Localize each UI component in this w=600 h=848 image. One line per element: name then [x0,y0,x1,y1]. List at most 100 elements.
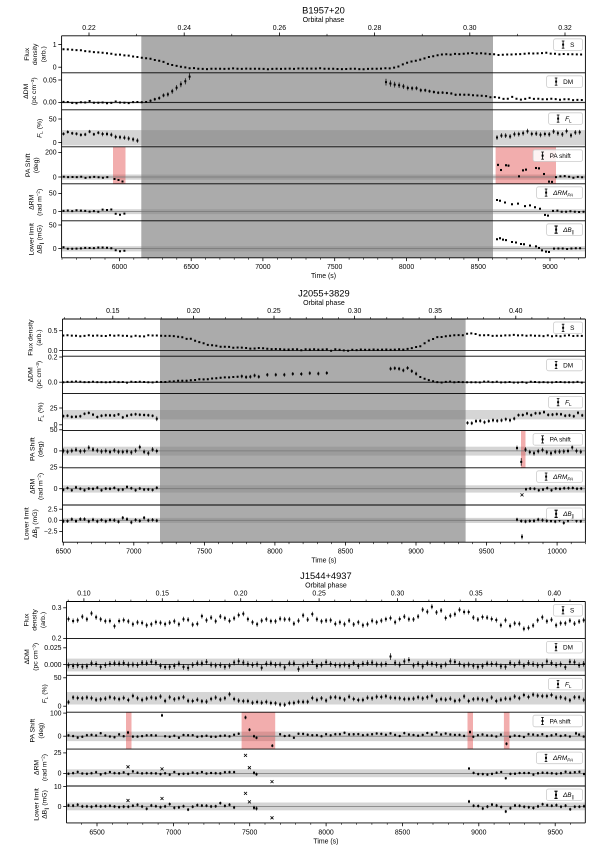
svg-text:ΔRMPA: ΔRMPA [552,474,573,482]
svg-text:0: 0 [53,140,57,147]
svg-text:Time (s): Time (s) [313,838,338,845]
svg-text:8000: 8000 [267,549,282,556]
svg-text:ΔDM: ΔDM [28,367,35,382]
svg-text:density: density [32,609,39,631]
svg-text:200: 200 [45,150,57,157]
svg-text:50: 50 [49,116,57,123]
svg-text:J1544+4937: J1544+4937 [300,571,351,581]
svg-text:0.2: 0.2 [48,354,58,361]
svg-text:0: 0 [53,174,57,181]
svg-text:Lower limit: Lower limit [24,507,31,540]
svg-text:8000: 8000 [318,829,333,836]
svg-text:0.32: 0.32 [558,25,572,32]
svg-text:0.35: 0.35 [428,308,442,315]
svg-text:(arb.): (arb.) [36,329,43,345]
svg-text:50: 50 [54,675,62,682]
svg-text:Flux: Flux [23,613,30,626]
svg-text:FL: FL [565,116,572,124]
svg-text:J2055+3829: J2055+3829 [298,289,349,299]
svg-text:0.0: 0.0 [48,518,58,525]
svg-text:100: 100 [50,710,62,717]
svg-text:Lower limit: Lower limit [33,788,40,821]
svg-text:0.35: 0.35 [469,591,483,598]
svg-text:density: density [32,43,39,65]
svg-text:25: 25 [50,405,58,412]
svg-text:0.5: 0.5 [48,328,58,335]
svg-text:0.3: 0.3 [52,605,62,612]
svg-text:FL (%): FL (%) [37,119,45,138]
svg-text:7500: 7500 [327,264,342,271]
svg-text:(rad m−2): (rad m−2) [36,189,44,216]
svg-text:ΔRM: ΔRM [33,760,40,775]
svg-text:7000: 7000 [255,264,270,271]
svg-text:0.20: 0.20 [234,591,248,598]
svg-text:0.40: 0.40 [509,308,523,315]
svg-text:9500: 9500 [479,549,494,556]
svg-text:PA Shift: PA Shift [25,153,32,177]
svg-text:Flux density: Flux density [28,319,35,356]
svg-text:Time (s): Time (s) [311,558,336,565]
svg-text:0.30: 0.30 [348,308,362,315]
svg-text:Orbital phase: Orbital phase [303,17,345,24]
svg-text:(deg): (deg) [38,723,45,739]
svg-text:0.000: 0.000 [44,662,61,669]
svg-text:9000: 9000 [542,264,557,271]
svg-text:(rad m−2): (rad m−2) [37,473,45,500]
svg-text:DM: DM [563,79,573,86]
svg-text:0: 0 [54,422,58,429]
svg-text:ΔB∥ (mG): ΔB∥ (mG) [42,790,51,819]
svg-text:0: 0 [58,771,62,778]
svg-text:ΔRM: ΔRM [29,479,36,494]
svg-text:ΔB∥: ΔB∥ [562,227,574,236]
svg-text:ΔDM: ΔDM [24,649,31,664]
svg-text:0.26: 0.26 [273,25,287,32]
svg-text:PA shift: PA shift [550,153,571,160]
svg-text:(deg): (deg) [38,441,45,457]
svg-text:7500: 7500 [197,549,212,556]
svg-text:ΔRMPA: ΔRMPA [552,190,573,198]
svg-text:ΔDM: ΔDM [23,83,30,98]
svg-text:0.025: 0.025 [44,645,61,652]
svg-text:DM: DM [563,362,573,369]
svg-text:(pc cm−3): (pc cm−3) [30,77,38,105]
svg-text:Flux: Flux [24,47,31,60]
svg-text:ΔB∥: ΔB∥ [562,792,574,801]
svg-text:ΔB∥ (mG): ΔB∥ (mG) [37,225,46,254]
svg-text:0: 0 [53,65,57,72]
svg-text:(deg): (deg) [33,157,40,173]
svg-text:ΔRM: ΔRM [29,194,36,209]
svg-text:(pc cm−3): (pc cm−3) [31,643,39,671]
svg-text:0.10: 0.10 [77,591,91,598]
svg-text:0.00: 0.00 [43,100,57,107]
svg-text:0.28: 0.28 [368,25,382,32]
svg-text:6500: 6500 [56,549,71,556]
svg-text:PA Shift: PA Shift [30,719,37,743]
svg-text:0.24: 0.24 [177,25,191,32]
svg-text:B1957+20: B1957+20 [302,5,345,15]
svg-text:8500: 8500 [338,549,353,556]
svg-text:0: 0 [58,804,62,811]
svg-text:FL (%): FL (%) [42,684,50,703]
svg-text:9000: 9000 [471,829,486,836]
svg-text:DM: DM [563,645,573,652]
svg-text:8500: 8500 [471,264,486,271]
svg-text:0: 0 [54,448,58,455]
svg-text:25: 25 [50,465,58,472]
svg-text:(arb.): (arb.) [40,612,47,628]
svg-text:0.22: 0.22 [82,25,96,32]
svg-text:FL (%): FL (%) [38,402,46,421]
svg-text:6500: 6500 [184,264,199,271]
svg-text:0.30: 0.30 [391,591,405,598]
svg-text:Orbital phase: Orbital phase [305,583,347,590]
svg-text:(pc cm−3): (pc cm−3) [35,361,43,389]
svg-text:0.20: 0.20 [187,308,201,315]
svg-text:8000: 8000 [399,264,414,271]
svg-text:0: 0 [53,209,57,216]
svg-text:S: S [570,325,574,332]
svg-text:S: S [570,608,574,615]
svg-text:7500: 7500 [242,829,257,836]
svg-text:0.40: 0.40 [548,591,562,598]
svg-text:FL: FL [565,681,572,689]
svg-text:10: 10 [54,784,62,791]
svg-text:0.25: 0.25 [267,308,281,315]
